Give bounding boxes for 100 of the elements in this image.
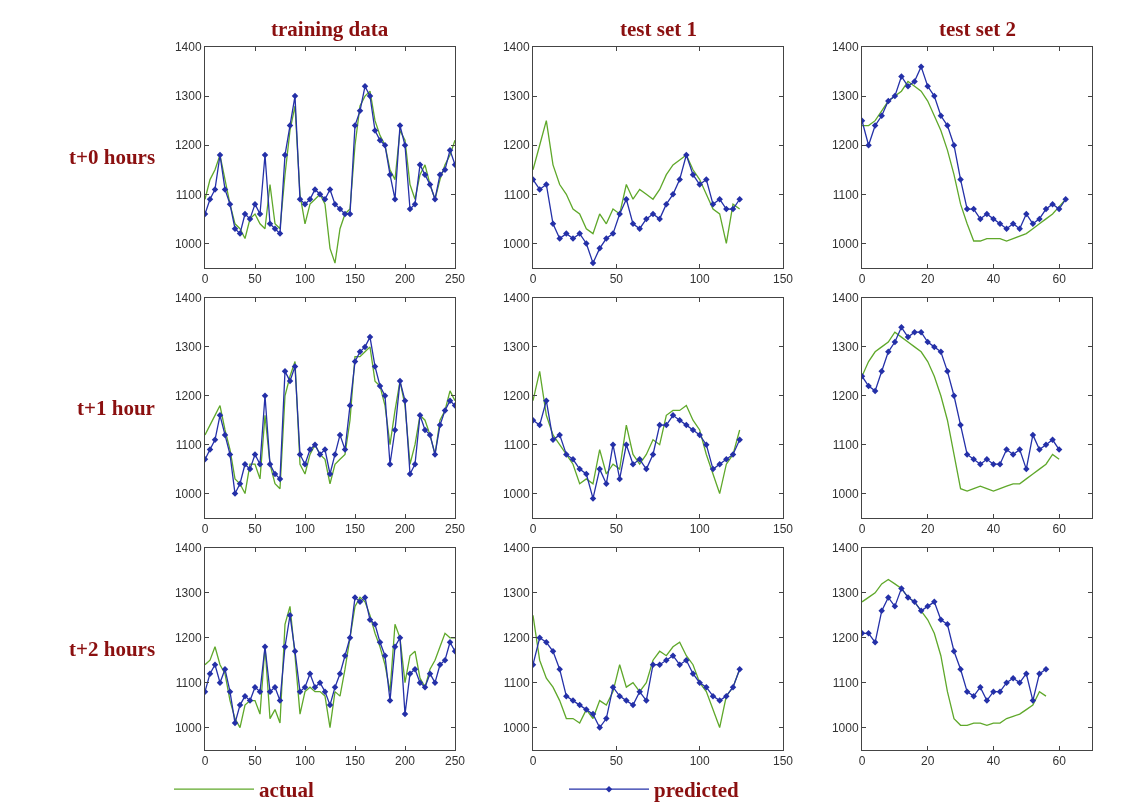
point: [970, 456, 977, 463]
point: [1016, 446, 1023, 453]
point: [696, 679, 703, 686]
point: [1009, 220, 1017, 228]
y-tick-label: 1200: [174, 630, 202, 645]
point: [623, 697, 630, 704]
x-tick-label: 150: [344, 754, 366, 769]
y-tick-label: 1100: [175, 187, 202, 202]
point: [583, 240, 590, 247]
y-tick-label: 1300: [831, 89, 859, 104]
point: [261, 151, 269, 159]
point: [1023, 465, 1030, 473]
x-tick-label: 0: [201, 754, 209, 769]
point: [977, 460, 984, 468]
point: [411, 200, 419, 208]
point: [891, 603, 899, 610]
point: [251, 683, 259, 691]
x-tick-label: 0: [201, 522, 209, 537]
point: [301, 683, 309, 691]
point: [636, 456, 643, 463]
point: [241, 692, 249, 700]
point: [957, 665, 964, 673]
point: [709, 465, 717, 473]
point: [326, 701, 334, 709]
point: [576, 701, 583, 709]
point: [291, 92, 299, 100]
x-tick-label: 0: [201, 272, 209, 287]
x-tick-label: 60: [1052, 754, 1067, 769]
point: [583, 706, 590, 713]
point: [878, 112, 885, 120]
point: [609, 683, 617, 691]
point: [356, 107, 364, 115]
x-tick-label: 150: [344, 522, 366, 537]
y-tick-label: 1300: [502, 89, 530, 104]
point: [696, 181, 703, 188]
point: [917, 328, 925, 336]
point: [716, 460, 723, 468]
x-tick-label: 150: [772, 272, 794, 287]
point: [865, 630, 872, 637]
x-tick-label: 40: [986, 522, 1001, 537]
x-tick-label: 50: [609, 272, 624, 287]
legend-label: actual: [259, 778, 314, 803]
point: [931, 598, 938, 606]
point: [1062, 195, 1069, 203]
point: [603, 480, 610, 488]
y-tick-label: 1200: [831, 138, 859, 153]
point: [301, 460, 309, 468]
point: [543, 397, 550, 404]
point: [256, 210, 264, 218]
y-tick-label: 1000: [174, 236, 202, 251]
x-tick-label: 40: [986, 272, 1001, 287]
point: [950, 647, 958, 655]
point: [1042, 205, 1050, 213]
point: [291, 647, 299, 655]
y-tick-label: 1000: [502, 236, 530, 251]
point: [396, 377, 404, 385]
point: [556, 431, 563, 439]
x-tick-label: 100: [294, 754, 316, 769]
point: [281, 643, 289, 651]
point: [576, 230, 583, 237]
point: [1023, 670, 1030, 677]
y-tick-label: 1200: [831, 630, 859, 645]
point: [331, 683, 339, 691]
x-tick-label: 0: [858, 522, 866, 537]
point: [211, 436, 219, 444]
point: [346, 634, 354, 642]
point: [683, 421, 690, 429]
y-tick-label: 1100: [832, 187, 859, 202]
point: [983, 210, 991, 218]
point: [386, 460, 394, 468]
x-tick-label: 100: [689, 522, 710, 537]
x-tick-label: 50: [248, 522, 262, 537]
point: [356, 348, 364, 356]
y-tick-label: 1100: [832, 675, 859, 690]
point: [878, 607, 885, 615]
point: [321, 195, 329, 203]
point: [729, 205, 737, 213]
point: [231, 719, 239, 727]
point: [336, 431, 344, 439]
point: [431, 195, 439, 203]
point: [549, 436, 557, 444]
x-tick-label: 50: [248, 754, 262, 769]
point: [709, 200, 717, 208]
point: [636, 688, 643, 695]
point: [576, 465, 583, 473]
point: [977, 683, 984, 691]
point: [643, 215, 650, 223]
y-tick-label: 1200: [502, 630, 530, 645]
point: [221, 665, 229, 673]
y-axis-title: t+2 hours: [69, 637, 156, 661]
point: [1016, 679, 1023, 686]
point: [643, 697, 650, 704]
point: [663, 656, 670, 664]
point: [931, 92, 938, 100]
point: [366, 333, 374, 341]
point: [911, 78, 918, 85]
x-tick-label: 250: [444, 272, 466, 287]
point: [1055, 205, 1063, 213]
chart-title: test set 2: [939, 17, 1016, 41]
x-tick-label: 150: [344, 272, 366, 287]
